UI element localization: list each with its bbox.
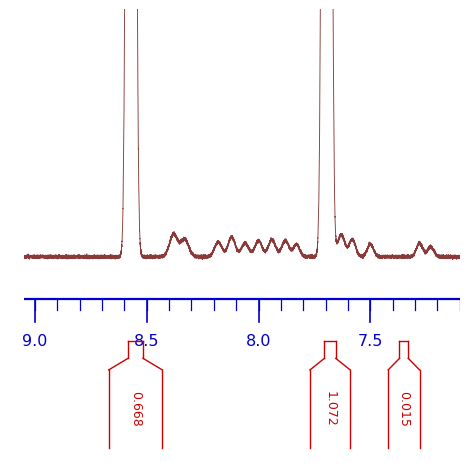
Text: 0.668: 0.668 [129,391,142,427]
Text: 1.072: 1.072 [324,391,337,427]
Text: 9.0: 9.0 [22,334,47,349]
Text: 7.5: 7.5 [358,334,383,349]
Text: 8.5: 8.5 [134,334,159,349]
Text: 8.0: 8.0 [246,334,271,349]
Text: 0.015: 0.015 [397,391,410,427]
